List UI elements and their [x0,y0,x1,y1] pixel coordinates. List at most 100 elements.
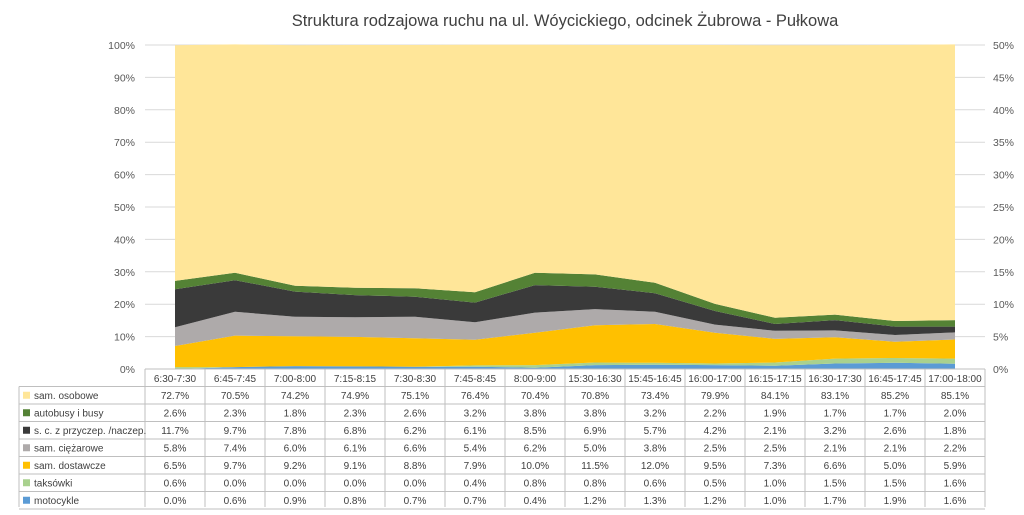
data-table-value: 74.2% [281,391,309,402]
data-table-value: 2.2% [704,408,727,419]
data-table-value: 73.4% [641,391,669,402]
data-table-value: 2.1% [764,426,787,437]
legend-label-3: sam. ciężarowe [34,443,104,454]
y-axis-left-tick-label: 20% [114,299,135,311]
y-axis-left-tick-label: 60% [114,170,135,182]
data-table-value: 0.4% [464,478,487,489]
data-table-value: 6.1% [464,426,487,437]
data-table-value: 5.8% [164,443,187,454]
data-table-value: 0.8% [584,478,607,489]
data-table-value: 2.6% [404,408,427,419]
data-table-value: 2.5% [764,443,787,454]
data-table-value: 75.1% [401,391,429,402]
data-table-value: 2.1% [824,443,847,454]
area-series-6 [175,44,955,322]
data-table-value: 1.8% [944,426,967,437]
data-table-value: 1.8% [284,408,307,419]
area-series-0 [175,362,955,369]
x-axis-category-label: 16:30-17:30 [808,374,862,385]
data-table-value: 3.8% [524,408,547,419]
data-table-value: 0.6% [644,478,667,489]
area-series-2 [175,324,955,368]
data-table-value: 11.5% [581,461,609,472]
x-axis-category-label: 15:45-16:45 [628,374,682,385]
data-table-value: 84.1% [761,391,789,402]
data-table-value: 1.0% [764,496,787,507]
y-axis-right-tick-label: 5% [993,332,1008,344]
data-table-value: 2.6% [164,408,187,419]
legend-label-6: sam. osobowe [34,391,99,402]
data-table-value: 7.3% [764,461,787,472]
data-table-value: 8.8% [404,461,427,472]
data-table-value: 4.2% [704,426,727,437]
data-table-value: 3.8% [584,408,607,419]
y-axis-left-tick-label: 0% [120,364,135,376]
y-axis-left-tick-label: 80% [114,105,135,117]
y-axis-right-tick-label: 30% [993,170,1014,182]
data-table-value: 6.0% [284,443,307,454]
data-table-value: 0.6% [224,496,247,507]
data-table-value: 2.2% [944,443,967,454]
data-table-value: 5.0% [584,443,607,454]
data-table-value: 3.8% [644,443,667,454]
data-table-value: 0.8% [524,478,547,489]
data-table-value: 0.4% [524,496,547,507]
chart-title: Struktura rodzajowa ruchu na ul. Wóycick… [292,11,839,30]
y-axis-left-tick-label: 70% [114,137,135,149]
data-table-value: 83.1% [821,391,849,402]
data-table-value: 0.0% [404,478,427,489]
x-axis-category-label: 16:00-17:00 [688,374,742,385]
data-table-value: 9.1% [344,461,367,472]
x-axis-category-label: 6:45-7:45 [214,374,257,385]
data-table-value: 6.8% [344,426,367,437]
data-table-value: 0.0% [344,478,367,489]
legend-key-3 [23,444,30,452]
legend-label-4: s. c. z przyczep. /naczep. [34,426,146,437]
data-table-value: 0.9% [284,496,307,507]
data-table-value: 9.7% [224,426,247,437]
data-table-value: 76.4% [461,391,489,402]
data-table-value: 6.5% [164,461,187,472]
data-table-value: 10.0% [521,461,549,472]
data-table-value: 5.4% [464,443,487,454]
data-table-value: 1.5% [884,478,907,489]
data-table-value: 74.9% [341,391,369,402]
data-table-value: 0.5% [704,478,727,489]
area-series-5 [175,272,955,327]
x-axis-category-label: 6:30-7:30 [154,374,197,385]
data-table-value: 70.5% [221,391,249,402]
legend-key-2 [23,461,30,469]
y-axis-left-tick-label: 40% [114,234,135,246]
legend-label-1: taksówki [34,478,72,489]
x-axis-category-label: 16:45-17:45 [868,374,922,385]
x-axis-category-label: 8:00-9:00 [514,374,557,385]
y-axis-left-tick-label: 90% [114,72,135,84]
x-axis-category-label: 15:30-16:30 [568,374,622,385]
data-table-value: 2.0% [944,408,967,419]
x-axis-category-label: 16:15-17:15 [748,374,802,385]
data-table-value: 6.6% [404,443,427,454]
area-series-1 [175,358,955,369]
legend-label-5: autobusy i busy [34,408,104,419]
y-axis-right-tick-label: 0% [993,364,1008,376]
data-table-value: 1.7% [824,496,847,507]
data-table-value: 1.3% [644,496,667,507]
x-axis-category-label: 7:30-8:30 [394,374,437,385]
data-table-value: 7.9% [464,461,487,472]
data-table-value: 0.0% [224,478,247,489]
data-table-value: 6.1% [344,443,367,454]
data-table-value: 2.5% [704,443,727,454]
data-table-value: 8.5% [524,426,547,437]
data-table-value: 11.7% [161,426,189,437]
data-table-value: 85.1% [941,391,969,402]
x-axis-category-label: 7:00-8:00 [274,374,317,385]
y-axis-right-tick-label: 10% [993,299,1014,311]
legend-key-5 [23,409,30,417]
data-table-value: 9.7% [224,461,247,472]
data-table-value: 12.0% [641,461,669,472]
data-table-value: 6.2% [404,426,427,437]
data-table-value: 3.2% [644,408,667,419]
data-table-value: 1.6% [944,496,967,507]
